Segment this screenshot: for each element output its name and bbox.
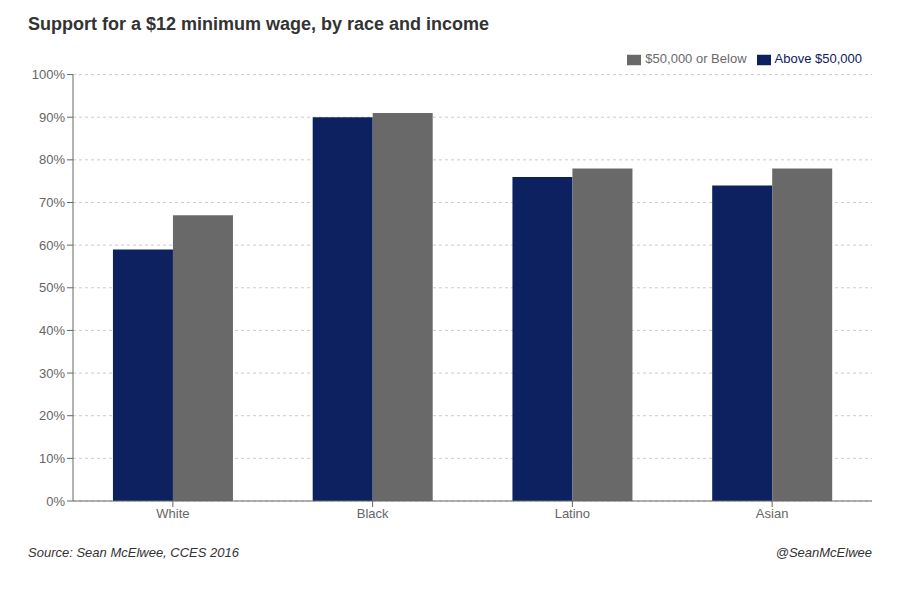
svg-text:50%: 50% [39,280,65,295]
svg-text:10%: 10% [39,451,65,466]
html-text:@SeanMcElwee: @SeanMcElwee [775,545,872,560]
html-text:$50,000 or Below: $50,000 or Below [645,51,747,66]
svg-text:White: White [156,506,189,521]
svg-text:80%: 80% [39,152,65,167]
svg-text:90%: 90% [39,110,65,125]
html-text:Support for a $12 minimum wage: Support for a $12 minimum wage, by race … [28,14,490,34]
svg-text:Asian: Asian [756,506,789,521]
svg-text:40%: 40% [39,323,65,338]
svg-text:20%: 20% [39,408,65,423]
svg-text:100%: 100% [32,67,66,82]
svg-text:70%: 70% [39,195,65,210]
svg-text:Black: Black [357,506,389,521]
svg-text:Latino: Latino [555,506,590,521]
svg-text:60%: 60% [39,238,65,253]
html-text:Source: Sean McElwee, CCES 201: Source: Sean McElwee, CCES 2016 [28,545,239,560]
svg-text:30%: 30% [39,366,65,381]
svg-text:0%: 0% [46,494,65,509]
html-text:Above $50,000: Above $50,000 [774,51,862,66]
